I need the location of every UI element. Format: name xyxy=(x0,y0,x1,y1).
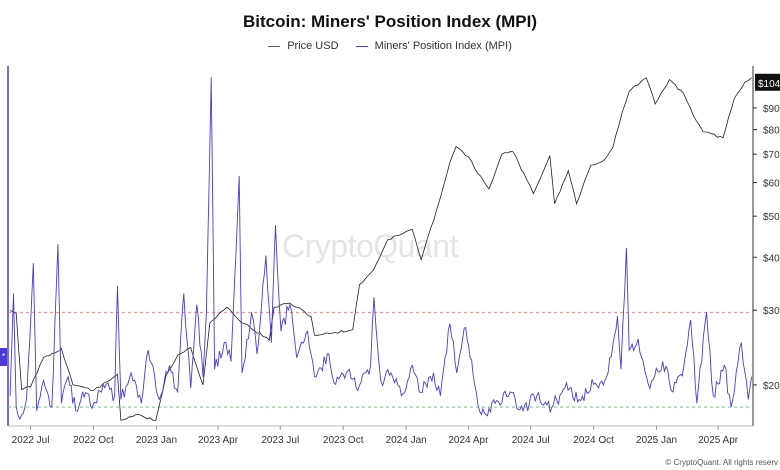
x-tick-label: 2023 Jan xyxy=(136,435,177,446)
x-tick-label: 2023 Apr xyxy=(198,435,239,446)
legend-swatch-mpi xyxy=(355,45,368,47)
x-tick-label: 2024 Jan xyxy=(386,435,427,446)
y-right-tick-label: $40 xyxy=(763,253,780,264)
x-tick-label: 2024 Apr xyxy=(448,435,489,446)
y-right-tick-label: $20 xyxy=(763,381,780,392)
x-tick-label: 2023 Jul xyxy=(261,435,299,446)
chart-title: Bitcoin: Miners' Position Index (MPI) xyxy=(243,12,537,31)
legend: Price USD Miners' Position Index (MPI) xyxy=(0,40,780,52)
y-right-tick-label: $90 xyxy=(763,104,780,115)
legend-swatch-price xyxy=(268,45,281,47)
legend-item-price[interactable]: Price USD xyxy=(268,40,339,52)
x-tick-label: 2025 Apr xyxy=(698,435,739,446)
x-tick-label: 2022 Oct xyxy=(73,435,114,446)
price-series-line xyxy=(9,77,752,421)
y-right-tick-label: $50 xyxy=(763,212,780,223)
current-price-label: $104 xyxy=(758,79,780,90)
left-axis-marker: * xyxy=(0,348,7,366)
x-tick-label: 2025 Jan xyxy=(636,435,677,446)
copyright-text: © CryptoQuant. All rights reserv xyxy=(665,458,778,467)
current-price-badge xyxy=(755,73,780,91)
x-tick-label: 2022 Jul xyxy=(12,435,50,446)
x-tick-label: 2024 Oct xyxy=(573,435,614,446)
y-right-tick-label: $30 xyxy=(763,306,780,317)
legend-item-mpi[interactable]: Miners' Position Index (MPI) xyxy=(355,40,512,52)
x-tick-label: 2023 Oct xyxy=(323,435,364,446)
y-right-tick-label: $80 xyxy=(763,126,780,137)
y-right-tick-label: $70 xyxy=(763,150,780,161)
mpi-series-line xyxy=(9,77,753,421)
legend-label-mpi: Miners' Position Index (MPI) xyxy=(374,40,512,52)
y-right-tick-label: $60 xyxy=(763,179,780,190)
legend-label-price: Price USD xyxy=(287,40,339,52)
x-tick-label: 2024 Jul xyxy=(512,435,550,446)
